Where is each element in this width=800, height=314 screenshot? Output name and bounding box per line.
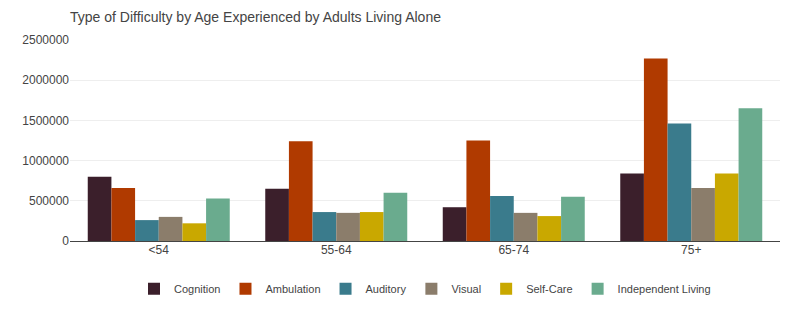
svg-text:75+: 75+ (681, 243, 701, 257)
svg-text:Visual: Visual (451, 283, 481, 295)
svg-text:Type of Difficulty by Age Expe: Type of Difficulty by Age Experienced by… (70, 9, 441, 25)
svg-text:<54: <54 (149, 243, 170, 257)
svg-text:55-64: 55-64 (321, 243, 352, 257)
svg-text:1000000: 1000000 (22, 154, 69, 168)
svg-text:Ambulation: Ambulation (265, 283, 320, 295)
svg-text:Independent Living: Independent Living (618, 283, 711, 295)
svg-text:0: 0 (62, 234, 69, 248)
svg-text:2000000: 2000000 (22, 73, 69, 87)
svg-text:Self-Care: Self-Care (526, 283, 572, 295)
svg-text:Auditory: Auditory (366, 283, 407, 295)
svg-text:2500000: 2500000 (22, 33, 69, 47)
svg-text:65-74: 65-74 (498, 243, 529, 257)
svg-text:500000: 500000 (29, 194, 69, 208)
svg-text:Cognition: Cognition (174, 283, 220, 295)
svg-text:1500000: 1500000 (22, 114, 69, 128)
